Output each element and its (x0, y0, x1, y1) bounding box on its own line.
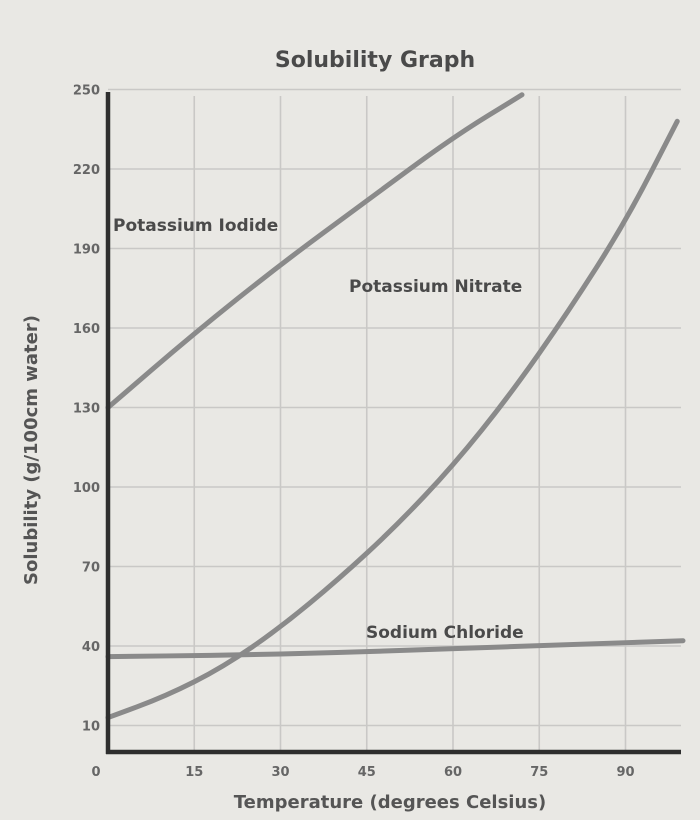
series-line-potassium-nitrate (105, 118, 680, 721)
x-tick-label-75: 75 (530, 765, 548, 780)
y-tick-label-10: 10 (82, 720, 100, 735)
x-tick-label-60: 60 (444, 765, 462, 780)
tick-labels: 0 15 30 45 60 75 90 10 40 70 100 130 160 190 220 250 (73, 84, 635, 781)
series-line-sodium-chloride (105, 638, 686, 660)
x-tick-label-0: 0 (91, 765, 100, 780)
series-curves (105, 92, 686, 721)
x-tick-label-90: 90 (616, 765, 634, 780)
x-tick-label-30: 30 (271, 765, 289, 780)
y-tick-label-160: 160 (73, 322, 100, 337)
y-axis-label: Solubility (g/100cm water) (21, 315, 42, 585)
series-label-potassium-nitrate: Potassium Nitrate (349, 277, 522, 297)
y-tick-label-40: 40 (82, 640, 100, 655)
series-label-potassium-iodide: Potassium Iodide (113, 216, 278, 236)
series-label-sodium-chloride: Sodium Chloride (366, 623, 524, 643)
series-line-potassium-iodide (105, 92, 525, 410)
y-tick-label-220: 220 (73, 163, 100, 178)
axes (105, 92, 681, 755)
y-tick-label-70: 70 (82, 561, 100, 576)
x-tick-label-45: 45 (358, 765, 376, 780)
y-tick-label-130: 130 (73, 402, 100, 417)
y-tick-label-250: 250 (73, 84, 100, 99)
x-tick-label-15: 15 (185, 765, 203, 780)
y-tick-label-100: 100 (73, 481, 100, 496)
x-axis-label: Temperature (degrees Celsius) (234, 792, 546, 813)
chart-title: Solubility Graph (275, 48, 475, 73)
y-tick-label-190: 190 (73, 243, 100, 258)
